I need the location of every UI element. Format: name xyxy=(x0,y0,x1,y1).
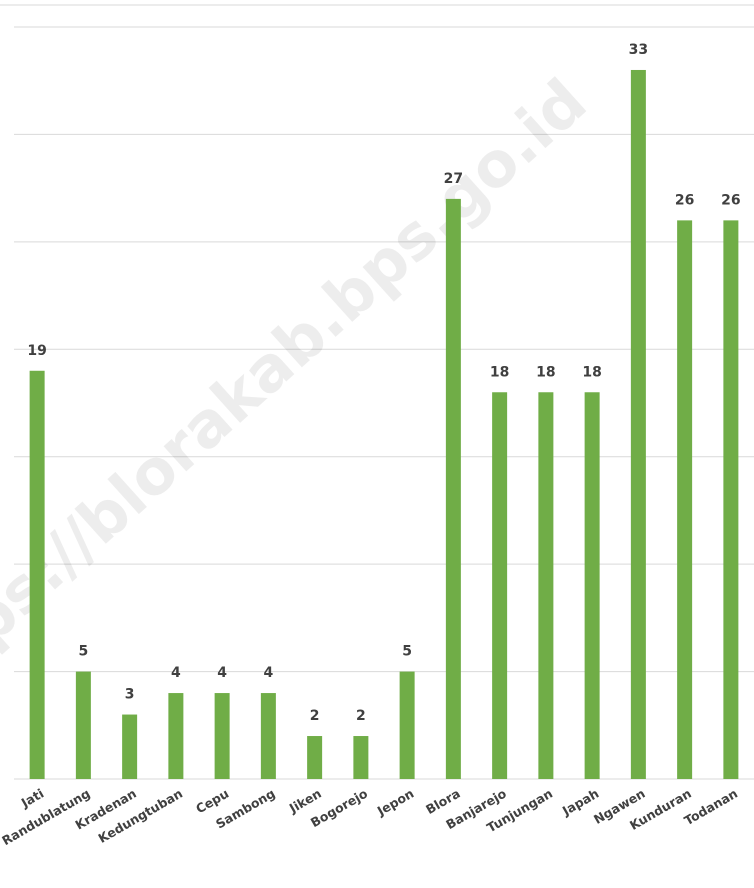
value-label: 26 xyxy=(721,192,740,208)
value-label: 5 xyxy=(79,644,89,660)
value-label: 5 xyxy=(402,644,412,660)
bar xyxy=(29,370,45,779)
value-label: 2 xyxy=(310,708,320,724)
bar xyxy=(538,392,554,779)
x-tick-label: Todanan xyxy=(681,786,740,829)
bar xyxy=(168,693,184,779)
bar xyxy=(445,198,461,779)
bar xyxy=(214,693,230,779)
value-label: 18 xyxy=(582,364,601,380)
bar xyxy=(75,671,91,779)
bar xyxy=(723,220,739,779)
value-label: 19 xyxy=(27,343,46,359)
bar xyxy=(122,714,138,779)
x-tick-label: Jati xyxy=(18,786,47,811)
value-label: 4 xyxy=(171,665,181,681)
value-label: 18 xyxy=(536,364,555,380)
value-label: 2 xyxy=(356,708,366,724)
x-tick-label: Jepon xyxy=(374,786,417,819)
value-label: 4 xyxy=(217,665,227,681)
bar xyxy=(307,736,323,779)
value-label: 4 xyxy=(264,665,274,681)
bar xyxy=(584,392,600,779)
bar xyxy=(260,693,276,779)
bar xyxy=(399,671,415,779)
bar xyxy=(492,392,508,779)
bar xyxy=(677,220,693,779)
bar xyxy=(630,69,646,779)
value-label: 3 xyxy=(125,687,135,703)
watermark: https://blorakab.bps.go.id xyxy=(0,65,600,729)
value-label: 27 xyxy=(444,171,463,187)
value-label: 26 xyxy=(675,192,694,208)
value-label: 33 xyxy=(629,42,648,58)
value-label: 18 xyxy=(490,364,509,380)
bar xyxy=(353,736,369,779)
